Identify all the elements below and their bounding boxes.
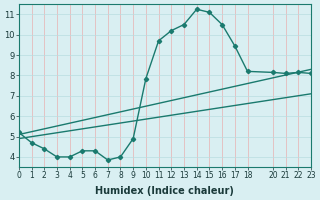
X-axis label: Humidex (Indice chaleur): Humidex (Indice chaleur) [95, 186, 234, 196]
